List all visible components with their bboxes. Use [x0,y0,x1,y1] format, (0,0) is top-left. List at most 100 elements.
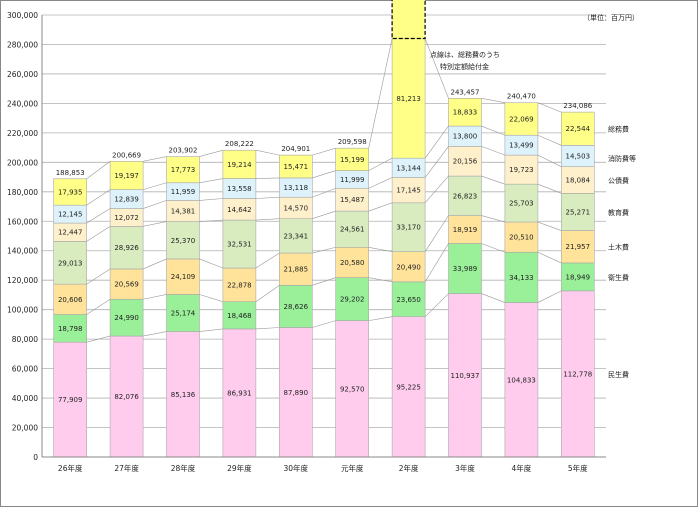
segment-value-label: 33,170 [396,224,421,232]
connector-line [481,125,506,136]
bar-segment [222,149,257,179]
segment-value-label: 26,823 [453,192,478,200]
segment-value-label: 29,013 [58,259,83,267]
connector-line [424,215,449,252]
segment-value-label: 28,626 [284,303,309,311]
segment-value-label: 20,510 [509,234,534,242]
segment-value-label: 13,558 [227,185,252,193]
segment-value-label: 13,800 [453,133,478,141]
segment-value-label: 22,544 [566,125,591,133]
bar-segment [278,218,313,254]
y-tick-label: 260,000 [7,70,38,79]
connector-line [368,38,393,149]
bar-segment [222,219,257,269]
bar-segment [278,154,313,179]
bar-segment [391,177,426,204]
bar-segment [166,258,200,295]
connector-line [481,243,506,253]
bar-segment [448,243,482,294]
segment-value-label: 34,133 [509,274,534,282]
connector-line [537,251,562,264]
y-tick-label: 20,000 [12,424,38,433]
x-tick-label: 30年度 [284,463,309,473]
segment-value-label: 18,949 [566,273,591,281]
connector-line [537,183,562,194]
segment-value-label: 20,569 [114,281,139,289]
segment-value-label: 25,174 [171,310,196,318]
segment-value-label: 15,487 [340,196,365,204]
series-label: 教育費 [608,208,629,217]
connector-line [368,277,393,283]
connector-line [312,210,336,219]
segment-value-label: 17,145 [396,187,421,195]
bar-segment [560,262,595,292]
connector-line [255,177,280,179]
connector-line [368,246,393,252]
x-tick-label: 29年度 [227,463,252,473]
segment-value-label: 20,580 [340,259,365,267]
bar-segment [504,221,539,253]
connector-line [368,157,393,171]
y-tick-label: 0 [33,453,38,462]
annotation-line-1: 点線は、総務費のうち [430,50,500,59]
bar-segment [504,251,539,303]
segment-value-label: 104,833 [507,376,536,384]
segment-value-label: 17,773 [171,166,196,174]
total-label: 188,853 [56,169,85,177]
connector-line [255,149,280,156]
connector-line [424,146,449,178]
connector-line [199,178,223,184]
connector-line [312,320,336,328]
y-tick-label: 280,000 [7,40,38,49]
series-label: 衛生費 [608,273,629,282]
connector-line [255,196,280,199]
segment-value-label: 21,957 [566,243,591,251]
bar-segment [560,166,595,194]
connector-line [255,218,280,221]
segment-value-label: 14,570 [284,204,309,212]
total-label: 240,470 [507,93,536,101]
segment-value-label: 24,561 [340,226,365,234]
bar-segment [166,156,200,184]
connector-lines [86,38,562,343]
connector-line [143,182,167,190]
unit-note: （単位：百万円） [583,13,639,22]
connector-line [255,327,280,330]
y-tick-label: 80,000 [12,335,38,344]
bar-segment [335,277,370,321]
y-tick-label: 180,000 [7,188,38,197]
segment-value-label: 20,606 [58,296,83,304]
connector-line [199,219,223,222]
segment-value-label: 20,490 [396,263,421,271]
bar-segment [504,183,539,223]
connector-line [312,277,336,286]
connector-line [199,258,224,269]
segment-value-label: 19,723 [509,166,534,174]
bar-segment [278,327,313,458]
segment-value-label: 14,503 [566,153,591,161]
y-axis: 0 20,000 40,000 60,000 80,000 100,000 120,000 1… [7,11,606,462]
connector-line [424,293,449,317]
y-tick-label: 40,000 [12,394,38,403]
connector-line [199,198,223,201]
bar-segment [109,268,144,300]
bar-segment [278,252,313,286]
bar-segment [448,215,482,244]
segment-value-label: 22,069 [509,115,534,123]
y-tick-label: 220,000 [7,129,38,138]
connector-line [143,294,167,300]
bar-segment [504,154,539,185]
segment-value-label: 24,990 [114,314,139,322]
connector-line [537,134,562,146]
segment-value-label: 14,642 [227,206,252,214]
bar-segment [53,178,88,206]
total-label: 204,901 [281,145,310,153]
bar-segment [222,328,257,458]
segment-value-label: 13,118 [284,184,309,192]
connector-line [143,331,167,337]
total-label: 243,457 [451,88,480,96]
bar-segment [53,241,88,285]
segment-value-label: 25,370 [171,237,196,245]
y-tick-label: 100,000 [7,306,38,315]
bar-segment [391,251,426,283]
